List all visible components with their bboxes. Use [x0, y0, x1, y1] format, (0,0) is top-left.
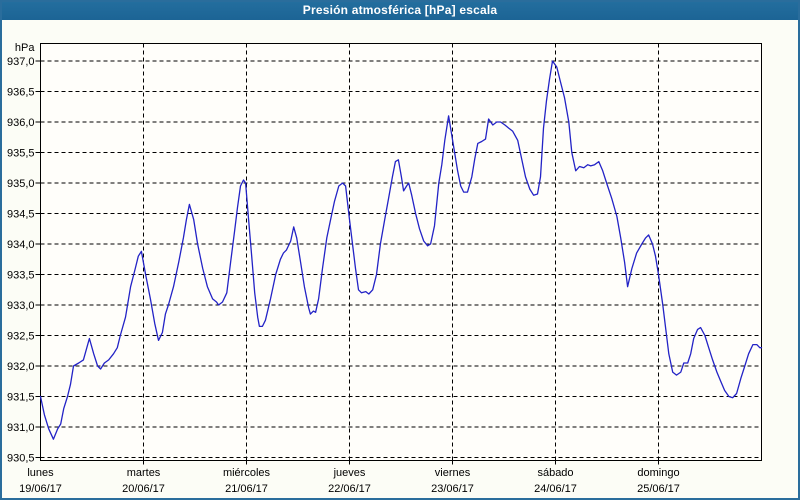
svg-text:935,0: 935,0 — [7, 178, 35, 190]
svg-text:23/06/17: 23/06/17 — [431, 483, 474, 495]
svg-text:hPa: hPa — [15, 42, 35, 54]
svg-text:24/06/17: 24/06/17 — [534, 483, 577, 495]
title-bar: Presión atmosférica [hPa] escala — [0, 0, 800, 20]
svg-text:935,5: 935,5 — [7, 148, 35, 160]
svg-text:934,0: 934,0 — [7, 239, 35, 251]
svg-text:936,0: 936,0 — [7, 117, 35, 129]
svg-text:miércoles: miércoles — [223, 467, 271, 479]
svg-text:sábado: sábado — [537, 467, 573, 479]
svg-text:932,5: 932,5 — [7, 331, 35, 343]
svg-text:lunes: lunes — [27, 467, 54, 479]
svg-text:25/06/17: 25/06/17 — [637, 483, 680, 495]
svg-text:martes: martes — [127, 467, 161, 479]
svg-text:933,0: 933,0 — [7, 300, 35, 312]
svg-text:jueves: jueves — [333, 467, 366, 479]
svg-text:20/06/17: 20/06/17 — [122, 483, 165, 495]
svg-text:934,5: 934,5 — [7, 209, 35, 221]
svg-text:936,5: 936,5 — [7, 87, 35, 99]
svg-text:931,5: 931,5 — [7, 392, 35, 404]
svg-text:viernes: viernes — [435, 467, 471, 479]
svg-text:21/06/17: 21/06/17 — [225, 483, 268, 495]
chart-title: Presión atmosférica [hPa] escala — [302, 3, 498, 17]
svg-text:domingo: domingo — [637, 467, 679, 479]
svg-text:932,0: 932,0 — [7, 361, 35, 373]
svg-text:930,5: 930,5 — [7, 453, 35, 465]
svg-text:931,0: 931,0 — [7, 422, 35, 434]
svg-text:937,0: 937,0 — [7, 56, 35, 68]
svg-text:933,5: 933,5 — [7, 270, 35, 282]
svg-text:22/06/17: 22/06/17 — [328, 483, 371, 495]
svg-text:19/06/17: 19/06/17 — [19, 483, 62, 495]
